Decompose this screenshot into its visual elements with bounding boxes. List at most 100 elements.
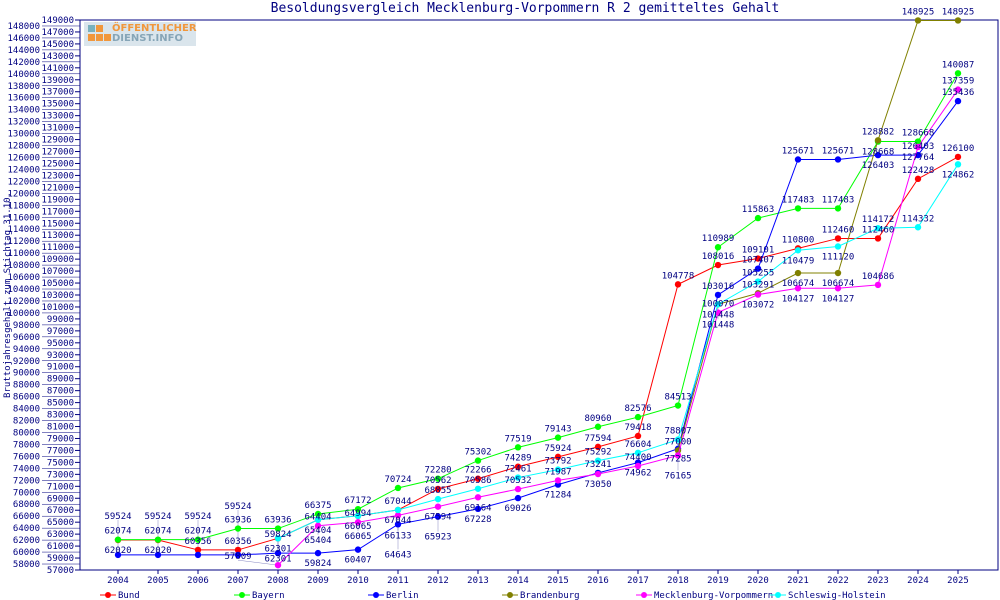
data-label: 70586 [464, 476, 491, 486]
y-tick-label: 64000 [13, 524, 40, 534]
data-label: 70562 [424, 476, 451, 486]
data-label: 67228 [464, 515, 491, 525]
y-tick-label: 109000 [41, 255, 74, 265]
y-tick-label: 114000 [7, 225, 40, 235]
data-point [914, 175, 922, 183]
data-point [434, 495, 442, 503]
data-label: 106674 [822, 279, 855, 289]
data-label: 69026 [504, 504, 531, 514]
y-tick-label: 88000 [13, 381, 40, 391]
data-point [154, 536, 162, 543]
legend-label: Berlin [386, 591, 419, 600]
data-label: 148925 [942, 7, 975, 17]
y-tick-label: 78000 [13, 440, 40, 450]
data-point [874, 151, 882, 159]
data-label: 126403 [902, 142, 935, 152]
data-label: 70724 [384, 475, 411, 485]
legend-marker [641, 592, 647, 598]
y-tick-label: 126000 [7, 154, 40, 164]
data-point [954, 153, 962, 161]
x-tick-label: 2012 [427, 576, 449, 586]
data-point [674, 452, 682, 459]
y-tick-label: 129000 [41, 136, 74, 146]
data-label: 65404 [304, 526, 331, 536]
y-tick-label: 125000 [41, 159, 74, 169]
data-label: 70532 [504, 476, 531, 486]
data-label: 74962 [624, 469, 651, 479]
y-tick-label: 81000 [47, 423, 74, 433]
y-tick-label: 104000 [7, 285, 40, 295]
legend-marker [507, 592, 513, 598]
y-tick-label: 95000 [47, 339, 74, 349]
y-tick-label: 102000 [7, 297, 40, 307]
data-point [834, 285, 842, 292]
chart-title: Besoldungsvergleich Mecklenburg-Vorpomme… [270, 1, 780, 16]
y-tick-label: 90000 [13, 369, 40, 379]
y-tick-label: 84000 [13, 405, 40, 415]
data-label: 68855 [424, 486, 451, 496]
data-point [674, 436, 682, 443]
y-tick-label: 149000 [41, 16, 74, 26]
data-label: 60356 [184, 537, 211, 547]
data-point [954, 70, 962, 77]
data-point [754, 255, 762, 262]
x-tick-label: 2010 [347, 576, 369, 586]
y-axis-label: Bruttojahresgehalt zum Stichtag 31.10. [3, 192, 13, 398]
y-tick-label: 86000 [13, 393, 40, 403]
data-label: 110989 [702, 234, 735, 244]
x-tick-label: 2004 [107, 576, 129, 586]
x-tick-label: 2006 [187, 576, 209, 586]
data-point [514, 494, 522, 502]
data-label: 114332 [902, 214, 935, 224]
data-label: 124862 [942, 170, 975, 180]
x-tick-label: 2008 [267, 576, 289, 586]
data-label: 57809 [224, 552, 251, 562]
x-tick-label: 2011 [387, 576, 409, 586]
data-point [954, 86, 962, 93]
data-label: 114172 [862, 215, 895, 225]
y-tick-label: 144000 [7, 46, 40, 56]
data-label: 63936 [224, 516, 251, 526]
y-tick-label: 61000 [47, 542, 74, 552]
legend-label: Bayern [252, 591, 285, 600]
y-tick-label: 135000 [41, 100, 74, 110]
series-line-Mecklenburg-Vorpommern [277, 89, 959, 566]
data-point [434, 503, 442, 510]
data-label: 63936 [264, 516, 291, 526]
data-label: 105255 [742, 269, 775, 279]
y-tick-label: 112000 [7, 237, 40, 247]
y-tick-label: 123000 [41, 171, 74, 181]
data-point [914, 17, 922, 24]
data-label: 103072 [742, 301, 775, 311]
y-tick-label: 57000 [47, 566, 74, 576]
y-tick-label: 63000 [47, 530, 74, 540]
y-tick-label: 108000 [7, 261, 40, 271]
y-tick-label: 143000 [41, 52, 74, 62]
data-label: 106674 [782, 279, 815, 289]
data-point [314, 516, 322, 523]
data-point [914, 224, 922, 231]
data-label: 73792 [544, 457, 571, 467]
y-tick-label: 83000 [47, 411, 74, 421]
legend-marker [239, 592, 245, 598]
data-label: 126403 [862, 161, 895, 171]
series-line-Schleswig-Holstein [277, 164, 959, 539]
data-point [474, 457, 482, 464]
y-tick-label: 79000 [47, 434, 74, 444]
data-label: 137359 [942, 77, 975, 87]
data-label: 109101 [742, 246, 775, 256]
y-tick-label: 141000 [41, 64, 74, 74]
y-tick-label: 136000 [7, 94, 40, 104]
data-label: 80960 [584, 414, 611, 424]
data-label: 128668 [862, 148, 895, 158]
x-tick-label: 2015 [547, 576, 569, 586]
data-point [794, 269, 802, 277]
y-tick-label: 121000 [41, 183, 74, 193]
y-tick-label: 115000 [41, 219, 74, 229]
data-label: 66065 [344, 522, 371, 532]
y-tick-label: 98000 [13, 321, 40, 331]
data-label: 77000 [664, 437, 691, 447]
data-point [954, 161, 962, 168]
y-tick-label: 82000 [13, 417, 40, 427]
